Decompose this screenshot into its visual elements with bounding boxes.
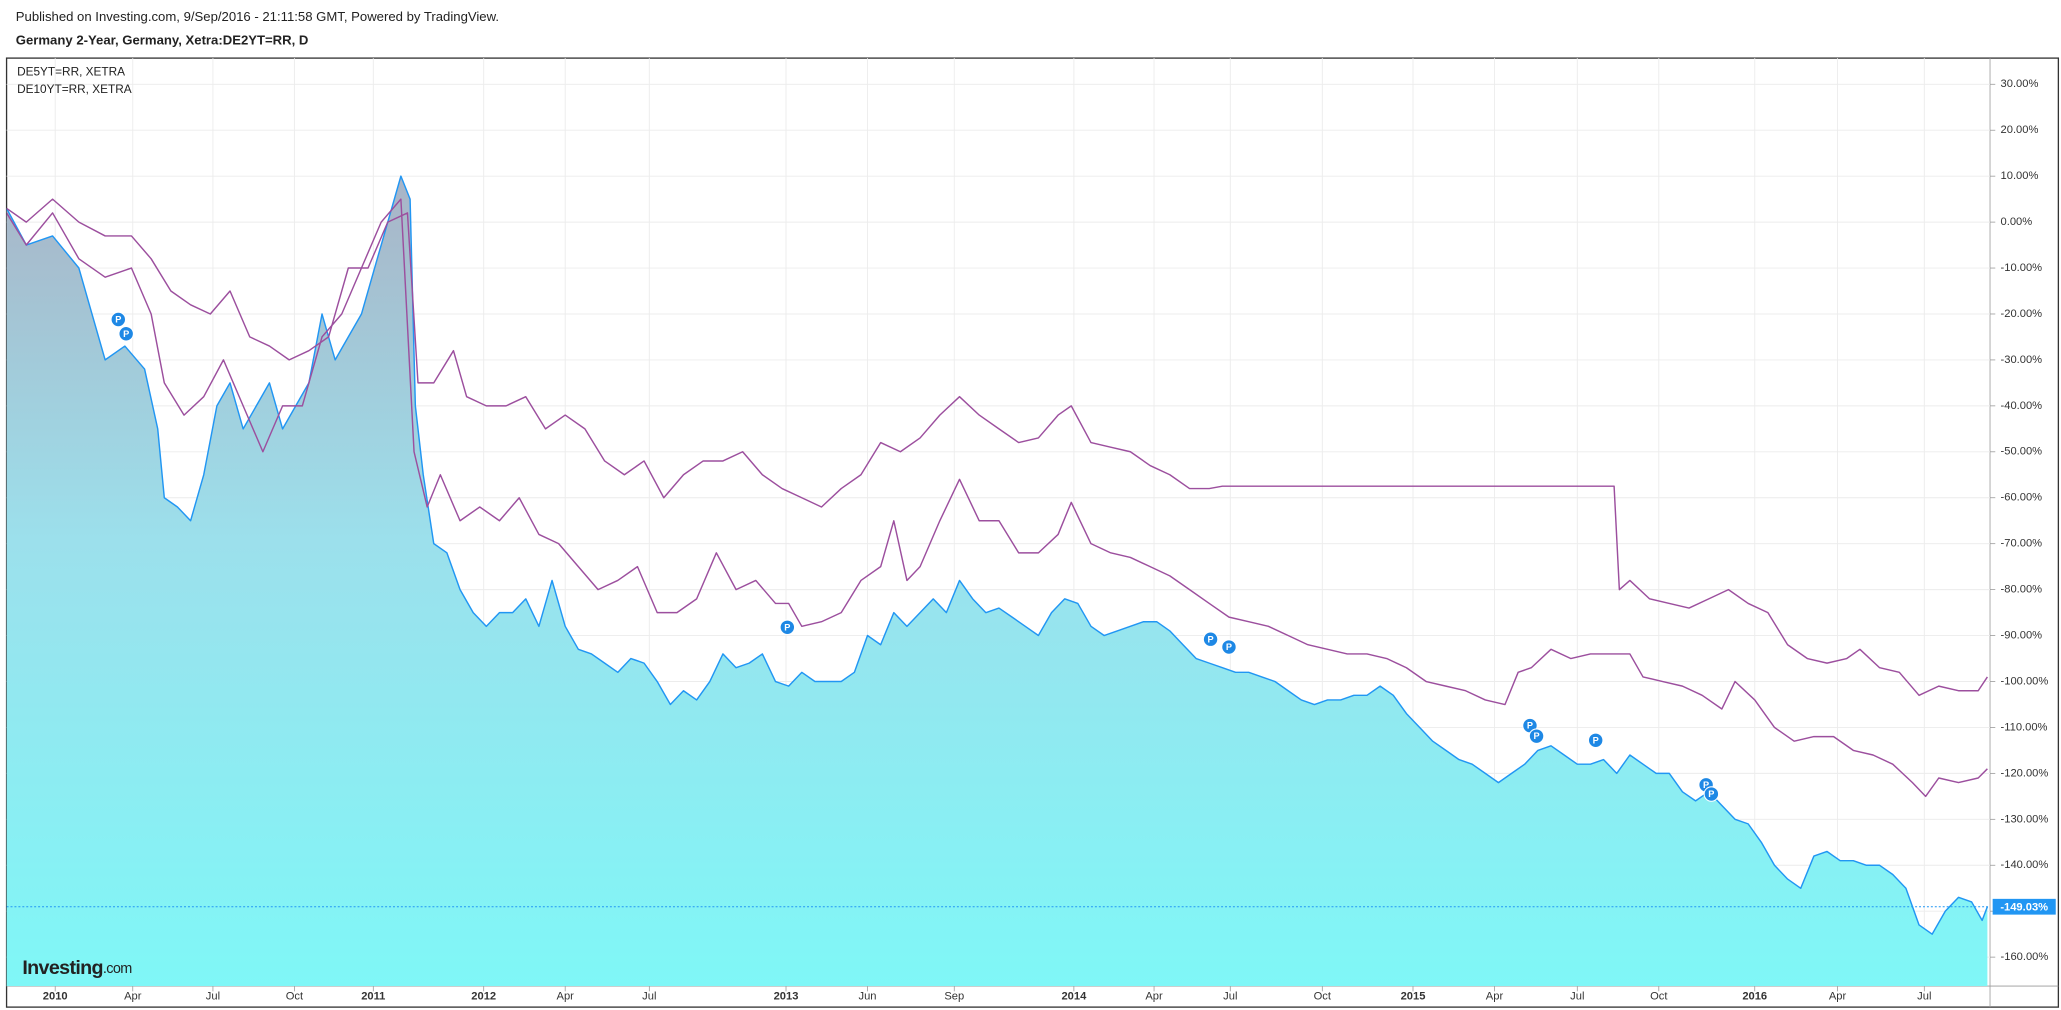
x-tick-label: Jul bbox=[206, 991, 220, 1003]
legend-entry: DE5YT=RR, XETRA bbox=[17, 65, 125, 79]
event-marker-label: P bbox=[1226, 642, 1232, 652]
x-tick-label: Apr bbox=[1145, 991, 1163, 1003]
x-tick-label: Apr bbox=[1486, 991, 1504, 1003]
event-marker bbox=[1221, 639, 1237, 655]
x-tick-label: Jul bbox=[642, 991, 656, 1003]
x-tick-label: Jun bbox=[859, 991, 877, 1003]
y-tick-label: -30.00% bbox=[2001, 354, 2043, 366]
y-tick-label: -50.00% bbox=[2001, 446, 2043, 458]
x-tick-label: Oct bbox=[1314, 991, 1332, 1003]
x-tick-label: 2014 bbox=[1061, 991, 1087, 1003]
y-tick-label: -90.00% bbox=[2001, 630, 2043, 642]
y-tick-label: -130.00% bbox=[2001, 813, 2049, 825]
legend-entry: DE10YT=RR, XETRA bbox=[17, 82, 132, 96]
x-tick-label: 2015 bbox=[1401, 991, 1426, 1003]
series-line bbox=[6, 198, 1988, 697]
x-tick-label: Jul bbox=[1223, 991, 1237, 1003]
x-tick-label: Sep bbox=[944, 991, 964, 1003]
y-tick-label: -160.00% bbox=[2001, 951, 2049, 963]
event-marker bbox=[779, 619, 796, 636]
event-marker bbox=[110, 311, 127, 328]
y-tick-label: 0.00% bbox=[2001, 216, 2033, 228]
x-tick-label: Jul bbox=[1917, 991, 1931, 1003]
event-marker-label: P bbox=[1208, 634, 1214, 644]
event-marker-label: P bbox=[115, 315, 121, 325]
event-marker bbox=[118, 325, 134, 342]
y-tick-label: 20.00% bbox=[2001, 124, 2039, 136]
x-tick-label: Apr bbox=[557, 991, 575, 1003]
event-marker-label: P bbox=[1593, 735, 1599, 745]
y-tick-label: -40.00% bbox=[2001, 400, 2043, 412]
event-marker-label: P bbox=[1527, 721, 1533, 731]
event-marker bbox=[1703, 786, 1720, 802]
event-marker bbox=[1528, 728, 1545, 744]
chart-title: Germany 2-Year, Germany, Xetra:DE2YT=RR,… bbox=[16, 32, 309, 47]
x-tick-label: Jul bbox=[1570, 991, 1584, 1003]
area-fill bbox=[6, 176, 1988, 987]
y-tick-label: -120.00% bbox=[2001, 767, 2049, 779]
last-value-box bbox=[1992, 898, 2056, 915]
x-tick-label: Apr bbox=[124, 991, 142, 1003]
published-note: Published on Investing.com, 9/Sep/2016 -… bbox=[16, 9, 499, 24]
y-tick-label: -10.00% bbox=[2001, 262, 2043, 274]
y-tick-label: -60.00% bbox=[2001, 492, 2043, 504]
x-tick-label: Oct bbox=[1650, 991, 1668, 1003]
x-tick-label: 2016 bbox=[1742, 991, 1767, 1003]
event-marker bbox=[1587, 732, 1604, 749]
event-marker-label: P bbox=[1533, 731, 1539, 741]
series-line bbox=[6, 198, 1988, 798]
x-tick-label: 2012 bbox=[471, 991, 496, 1003]
event-marker-label: P bbox=[1708, 789, 1714, 799]
last-value-label: -149.03% bbox=[2000, 901, 2048, 913]
logo: Investing.com bbox=[22, 957, 132, 979]
y-tick-label: 10.00% bbox=[2001, 170, 2039, 182]
y-tick-label: -140.00% bbox=[2001, 859, 2049, 871]
x-tick-label: 2013 bbox=[774, 991, 799, 1003]
x-tick-label: 2011 bbox=[361, 991, 385, 1003]
y-tick-label: -100.00% bbox=[2001, 675, 2049, 687]
axes: 30.00% 20.00% 10.00% 0.00% -10.00% -20.00% -30… bbox=[43, 78, 2056, 1003]
event-marker bbox=[1202, 631, 1219, 647]
series-line bbox=[6, 175, 1989, 935]
y-tick-label: -70.00% bbox=[2001, 538, 2043, 550]
logo-suffix: .com bbox=[103, 961, 132, 977]
y-tick-label: -20.00% bbox=[2001, 308, 2043, 320]
y-tick-label: -110.00% bbox=[2001, 721, 2048, 733]
x-tick-label: 2010 bbox=[43, 991, 68, 1003]
x-tick-label: Apr bbox=[1829, 991, 1847, 1003]
logo-name: Investing bbox=[22, 957, 103, 979]
y-tick-label: -80.00% bbox=[2001, 584, 2043, 596]
event-marker-label: P bbox=[1703, 780, 1709, 790]
y-tick-label: 30.00% bbox=[2001, 78, 2039, 90]
event-marker-label: P bbox=[784, 622, 790, 632]
event-marker-label: P bbox=[123, 329, 129, 339]
x-tick-label: Oct bbox=[286, 991, 304, 1003]
